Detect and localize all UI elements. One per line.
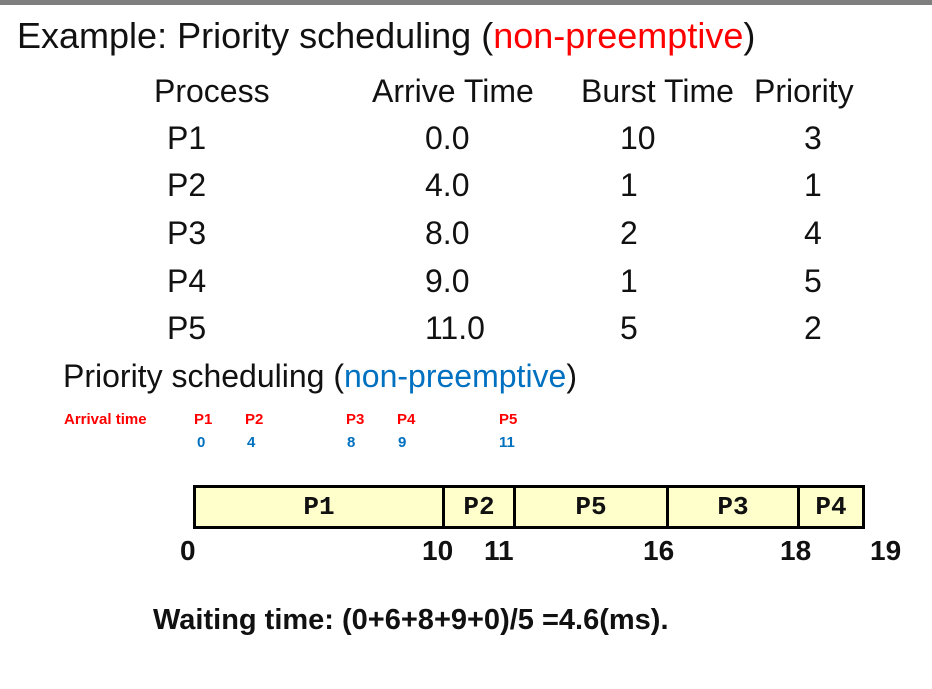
gantt-segment-p3: P3 (669, 488, 797, 526)
arrival-time-value: 8 (347, 434, 356, 451)
cell-priority: 5 (804, 263, 822, 299)
arrival-process: P4 (397, 411, 416, 428)
cell-priority: 4 (804, 215, 822, 251)
gantt-separator (666, 485, 669, 529)
arrival-time-value: 4 (247, 434, 256, 451)
cell-process: P1 (167, 120, 207, 156)
section-subtitle: Priority scheduling (non-preemptive) (63, 356, 577, 396)
cell-priority: 1 (804, 167, 822, 203)
subtitle-prefix: Priority scheduling ( (63, 358, 344, 394)
gantt-tick: 19 (870, 535, 902, 566)
cell-arrive: 11.0 (425, 310, 485, 346)
gantt-tick: 10 (422, 535, 454, 566)
title-highlight: non-preemptive (493, 15, 744, 56)
cell-priority: 2 (804, 310, 822, 346)
gantt-separator (797, 485, 800, 529)
gantt-tick: 11 (484, 535, 514, 566)
gantt-segment-p1: P1 (196, 488, 442, 526)
arrival-time-value: 0 (197, 434, 206, 451)
gantt-tick: 0 (180, 535, 196, 566)
gantt-tick: 18 (780, 535, 812, 566)
arrival-process: P1 (194, 411, 213, 428)
cell-burst: 5 (620, 310, 638, 346)
cell-process: P4 (167, 263, 207, 299)
cell-process: P3 (167, 215, 207, 251)
subtitle-highlight: non-preemptive (344, 358, 567, 394)
cell-burst: 1 (620, 167, 638, 203)
gantt-chart: P1 P2 P5 P3 P4 (193, 485, 865, 529)
header-arrive-time: Arrive Time (372, 73, 534, 109)
cell-arrive: 0.0 (425, 120, 470, 156)
segment-label: P3 (717, 492, 749, 522)
arrival-time-value: 11 (499, 434, 515, 451)
waiting-time-summary: Waiting time: (0+6+8+9+0)/5 =4.6(ms). (153, 604, 669, 636)
title-prefix: Example: Priority scheduling ( (17, 15, 494, 56)
arrival-time-value: 9 (398, 434, 407, 451)
header-process: Process (154, 73, 270, 109)
segment-label: P5 (575, 492, 607, 522)
gantt-segment-p2: P2 (445, 488, 513, 526)
header-priority: Priority (754, 73, 854, 109)
arrival-time-label: Arrival time (64, 411, 147, 428)
cell-priority: 3 (804, 120, 822, 156)
gantt-tick: 16 (643, 535, 675, 566)
gantt-separator (513, 485, 516, 529)
subtitle-suffix: ) (566, 358, 577, 394)
cell-arrive: 4.0 (425, 167, 470, 203)
segment-label: P4 (815, 492, 847, 522)
cell-process: P5 (167, 310, 207, 346)
arrival-process: P5 (499, 411, 518, 428)
cell-arrive: 8.0 (425, 215, 470, 251)
header-burst-time: Burst Time (581, 73, 734, 109)
gantt-segment-p5: P5 (516, 488, 666, 526)
slide-title: Example: Priority scheduling (non-preemp… (17, 14, 755, 58)
gantt-segment-p4: P4 (800, 488, 862, 526)
cell-burst: 1 (620, 263, 638, 299)
cell-arrive: 9.0 (425, 263, 470, 299)
arrival-process: P2 (245, 411, 264, 428)
title-suffix: ) (743, 15, 756, 56)
cell-process: P2 (167, 167, 207, 203)
gantt-separator (442, 485, 445, 529)
top-divider-bar (0, 0, 932, 5)
segment-label: P2 (463, 492, 495, 522)
segment-label: P1 (303, 492, 335, 522)
arrival-process: P3 (346, 411, 365, 428)
cell-burst: 2 (620, 215, 638, 251)
cell-burst: 10 (620, 120, 656, 156)
